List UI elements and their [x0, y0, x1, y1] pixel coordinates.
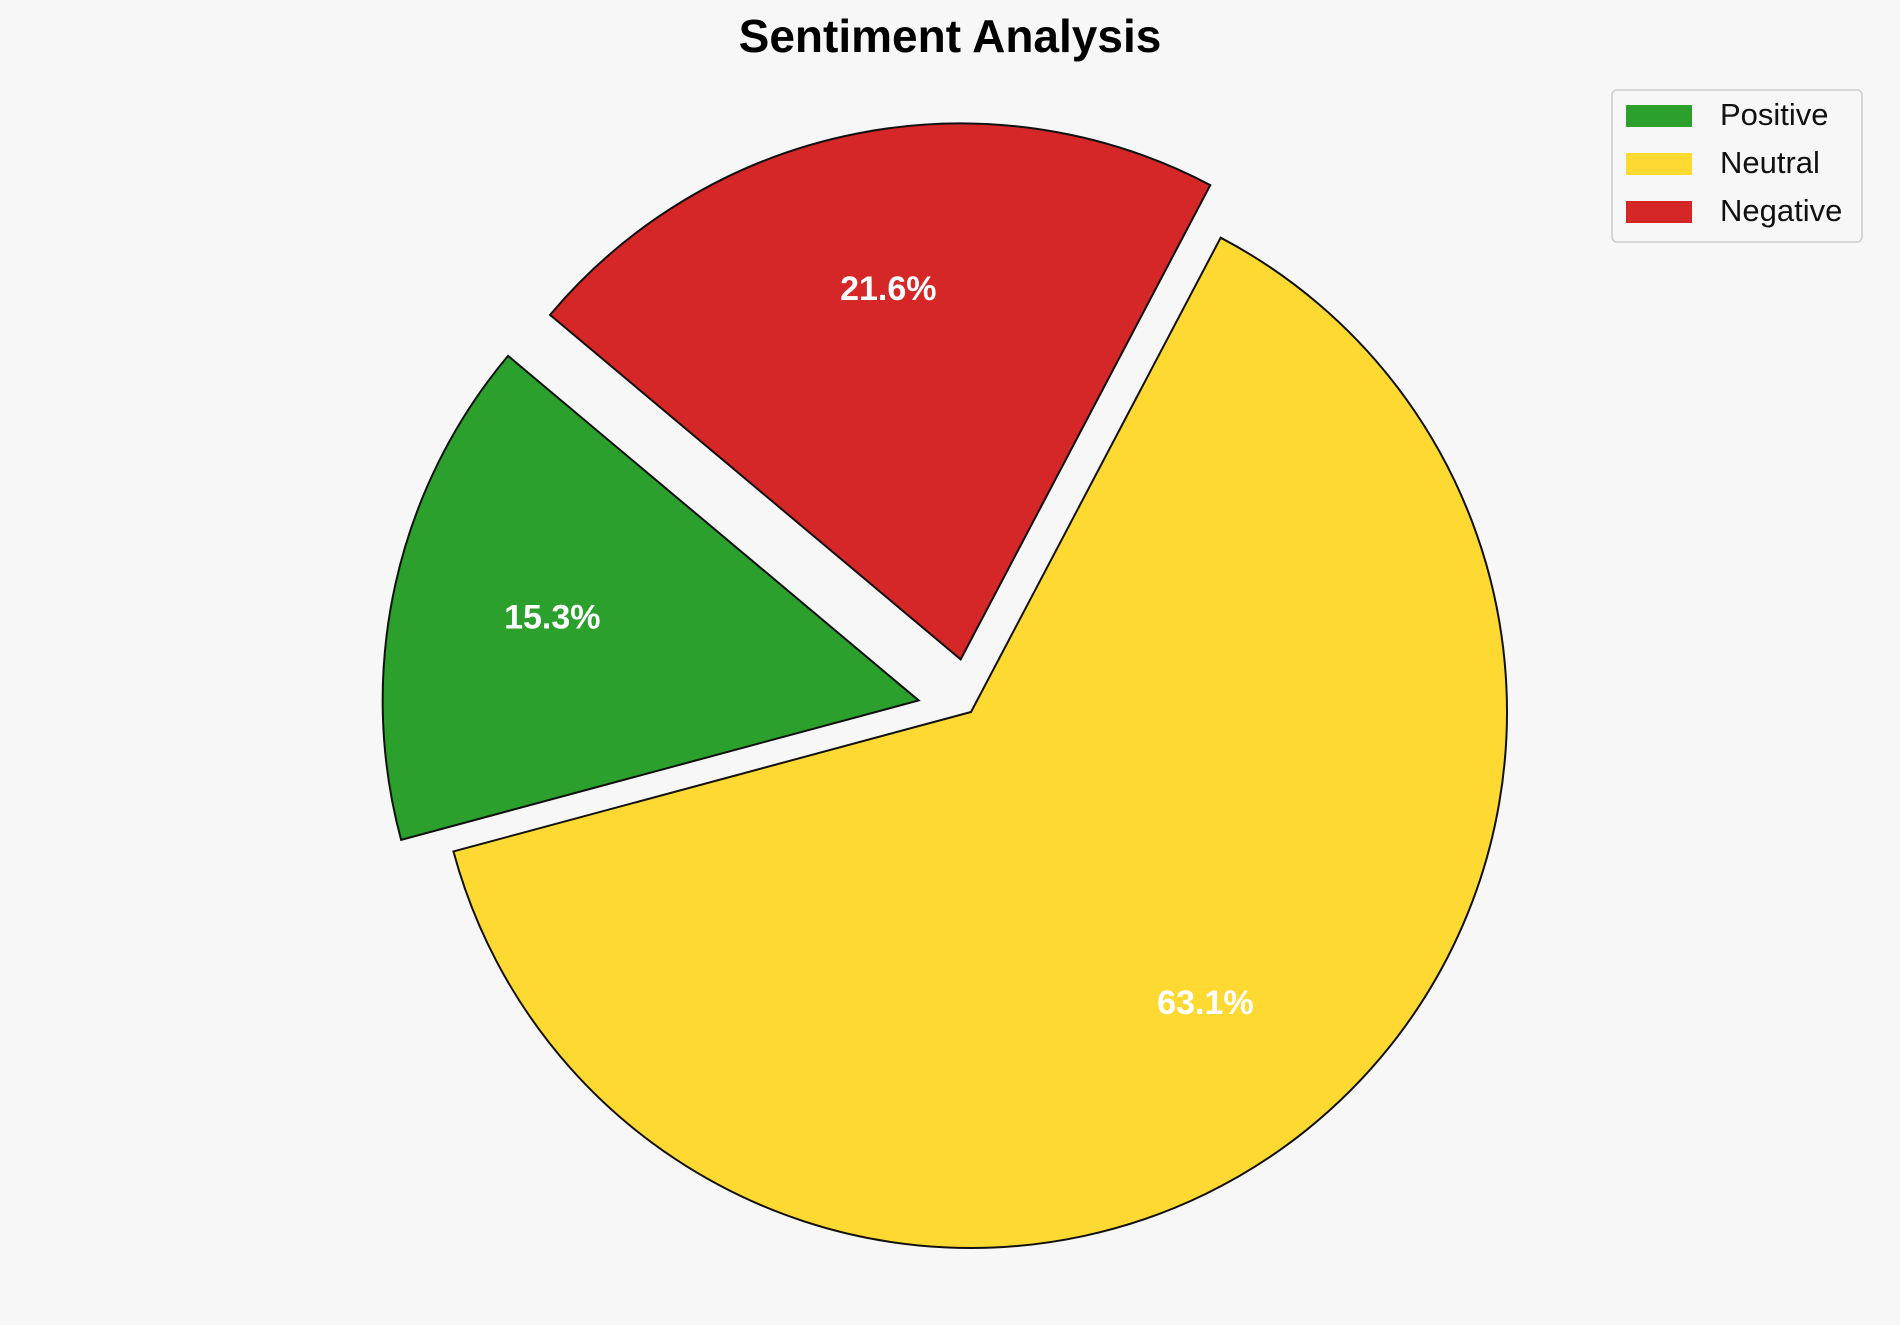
legend-swatch [1626, 105, 1692, 127]
chart-title: Sentiment Analysis [739, 10, 1162, 62]
legend-label: Neutral [1720, 145, 1820, 180]
slice-label: 63.1% [1157, 984, 1253, 1022]
legend-label: Positive [1720, 97, 1829, 132]
legend-swatch [1626, 153, 1692, 175]
pie-slice [548, 122, 1212, 661]
slice-label: 15.3% [504, 598, 600, 636]
pie-slice [452, 236, 1508, 1249]
pie-slice [381, 354, 921, 842]
legend-label: Negative [1720, 193, 1842, 228]
legend-swatch [1626, 201, 1692, 223]
slice-label: 21.6% [840, 270, 936, 308]
